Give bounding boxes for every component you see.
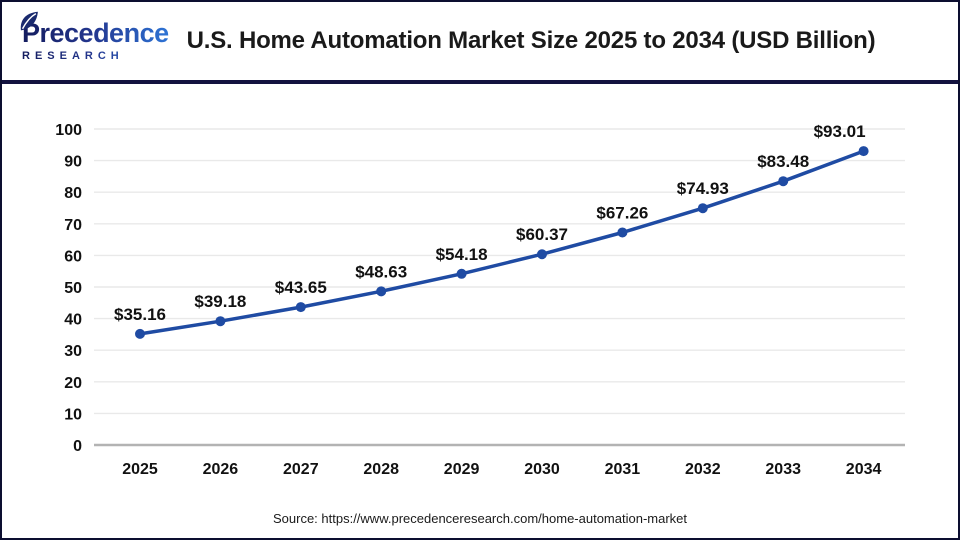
y-tick-label: 100 xyxy=(55,122,82,139)
data-point-label: $35.16 xyxy=(114,305,166,324)
data-point-label: $83.48 xyxy=(757,152,809,171)
x-tick-label: 2026 xyxy=(203,461,239,478)
data-point xyxy=(295,302,306,313)
data-point xyxy=(135,328,145,339)
y-axis-tick-labels: 0 10 20 30 40 50 60 70 80 90 100 xyxy=(55,122,82,455)
data-point-label: $93.01 xyxy=(814,122,866,141)
data-point xyxy=(617,227,628,238)
data-points xyxy=(135,146,869,339)
page-title: U.S. Home Automation Market Size 2025 to… xyxy=(186,27,876,54)
x-tick-label: 2025 xyxy=(122,461,158,478)
data-series xyxy=(138,149,866,336)
y-tick-label: 30 xyxy=(64,343,82,360)
data-point-label: $54.18 xyxy=(436,245,488,264)
y-tick-label: 80 xyxy=(64,185,82,202)
logo-sub-text: RESEARCH xyxy=(22,50,180,62)
logo-brand-text: Precedence xyxy=(22,20,180,47)
x-tick-label: 2034 xyxy=(846,461,882,478)
data-point xyxy=(215,316,226,327)
y-tick-label: 10 xyxy=(64,406,82,423)
x-tick-label: 2031 xyxy=(605,461,641,478)
data-point-labels: $35.16 $39.18 $43.65 $48.63 $54.18 $60.37 $67.… xyxy=(114,122,866,324)
header: Precedence RESEARCH U.S. Home Automation… xyxy=(2,2,958,84)
x-axis-tick-labels: 2025 2026 2027 2028 2029 2030 2031 2032 2033 2034 xyxy=(122,461,881,478)
x-tick-label: 2028 xyxy=(363,461,399,478)
data-point xyxy=(376,286,387,297)
y-tick-label: 50 xyxy=(64,280,82,297)
data-point-label: $60.37 xyxy=(516,225,568,244)
x-tick-label: 2027 xyxy=(283,461,319,478)
y-tick-label: 60 xyxy=(64,248,82,265)
y-tick-label: 20 xyxy=(64,375,82,392)
y-tick-label: 40 xyxy=(64,312,82,329)
y-tick-label: 90 xyxy=(64,154,82,171)
y-tick-label: 70 xyxy=(64,217,82,234)
data-point xyxy=(858,146,869,157)
data-point xyxy=(537,249,547,260)
trend-line xyxy=(138,149,866,336)
data-point-label: $74.93 xyxy=(677,179,729,198)
data-point-label: $39.18 xyxy=(194,292,246,311)
data-point xyxy=(697,203,708,214)
x-tick-label: 2030 xyxy=(524,461,560,478)
data-point-label: $67.26 xyxy=(596,203,648,222)
source-text: Source: https://www.precedenceresearch.c… xyxy=(272,511,688,526)
data-point xyxy=(456,268,467,279)
data-point-label: $43.65 xyxy=(275,278,327,297)
y-tick-label: 0 xyxy=(73,438,82,455)
data-point-label: $48.63 xyxy=(355,262,407,281)
gridlines xyxy=(94,128,905,447)
data-point xyxy=(778,176,789,187)
x-tick-label: 2033 xyxy=(765,461,801,478)
x-tick-label: 2029 xyxy=(444,461,480,478)
x-tick-label: 2032 xyxy=(685,461,721,478)
